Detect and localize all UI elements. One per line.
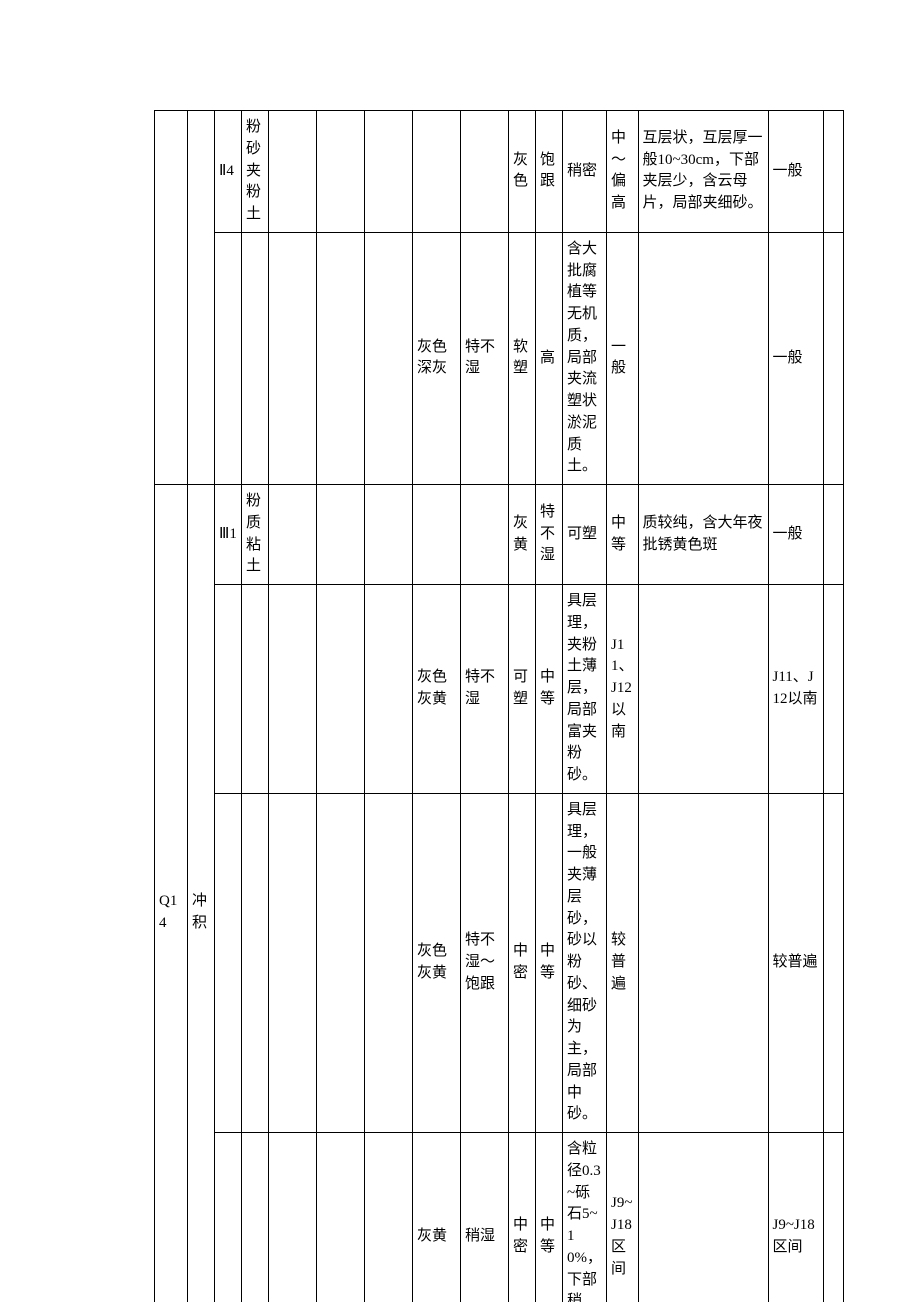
- table-cell: J11、J12以南: [768, 585, 823, 794]
- table-cell: 中等: [607, 485, 639, 585]
- table-cell: Ⅲ1: [215, 485, 242, 585]
- table-cell: 中等: [536, 1133, 563, 1302]
- table-cell: [823, 1133, 843, 1302]
- table-cell: Ⅱ4: [215, 111, 242, 233]
- table-cell: [242, 793, 269, 1132]
- table-cell: [269, 793, 317, 1132]
- table-cell: [823, 232, 843, 484]
- table-cell: 含粒径0.3~砾石5~10%，下部稍多。: [563, 1133, 607, 1302]
- table-cell: [269, 485, 317, 585]
- table-cell: [413, 485, 461, 585]
- table-cell: 粉质粘土: [242, 485, 269, 585]
- table-cell: [242, 585, 269, 794]
- table-row: 灰黄稍湿中密中等含粒径0.3~砾石5~10%，下部稍多。J9~J18区间J9~J…: [155, 1133, 844, 1302]
- table-cell: [269, 585, 317, 794]
- table-row: 灰色灰黄特不湿～饱跟中密中等具层理，一般夹薄层砂，砂以粉砂、细砂为主，局部中砂。…: [155, 793, 844, 1132]
- table-cell: [365, 1133, 413, 1302]
- table-cell: [823, 111, 843, 233]
- table-cell: [638, 232, 768, 484]
- table-cell: [317, 1133, 365, 1302]
- table-cell: [317, 585, 365, 794]
- table-cell: 稍密: [563, 111, 607, 233]
- table-cell: 中等: [536, 585, 563, 794]
- table-cell: 中密: [509, 1133, 536, 1302]
- table-cell: J9~J18区间: [768, 1133, 823, 1302]
- table-cell: 特不湿: [461, 232, 509, 484]
- table-cell: 较普遍: [768, 793, 823, 1132]
- table-cell: 可塑: [563, 485, 607, 585]
- table-cell: 灰色深灰: [413, 232, 461, 484]
- table-cell: [215, 585, 242, 794]
- table-cell: 特不湿～饱跟: [461, 793, 509, 1132]
- table-cell: [155, 111, 188, 485]
- table-cell: [317, 485, 365, 585]
- table-row: Q14冲积Ⅲ1粉质粘土灰黄特不湿可塑中等质较纯，含大年夜批锈黄色斑一般: [155, 485, 844, 585]
- table-cell: 具层理，夹粉土薄层，局部富夹粉砂。: [563, 585, 607, 794]
- table-cell: 高: [536, 232, 563, 484]
- table-cell: [242, 1133, 269, 1302]
- table-cell: 饱跟: [536, 111, 563, 233]
- table-cell: [365, 793, 413, 1132]
- table-cell: [317, 793, 365, 1132]
- table-cell: [269, 1133, 317, 1302]
- table-cell: 一般: [607, 232, 639, 484]
- table-cell: [823, 585, 843, 794]
- table-cell: [365, 485, 413, 585]
- table-cell: 中～偏高: [607, 111, 639, 233]
- table-cell: 稍湿: [461, 1133, 509, 1302]
- table-cell: [215, 1133, 242, 1302]
- table-cell: [365, 585, 413, 794]
- table-cell: 特不湿: [536, 485, 563, 585]
- table-cell: 一般: [768, 232, 823, 484]
- table-cell: 灰色灰黄: [413, 585, 461, 794]
- table-cell: 软塑: [509, 232, 536, 484]
- table-cell: [215, 793, 242, 1132]
- table-cell: 一般: [768, 485, 823, 585]
- table-cell: 粉砂夹粉土: [242, 111, 269, 233]
- table-cell: Q14: [155, 485, 188, 1302]
- table-cell: [638, 585, 768, 794]
- table-cell: [188, 111, 215, 485]
- table-cell: J11、J12以南: [607, 585, 639, 794]
- table-row: 灰色深灰特不湿软塑高含大批腐植等无机质，局部夹流塑状淤泥质土。一般一般: [155, 232, 844, 484]
- table-cell: 特不湿: [461, 585, 509, 794]
- table-cell: [638, 793, 768, 1132]
- table-cell: [365, 232, 413, 484]
- table-cell: [823, 485, 843, 585]
- table-cell: 灰色: [509, 111, 536, 233]
- table-cell: J9~J18区间: [607, 1133, 639, 1302]
- table-cell: [317, 111, 365, 233]
- table-cell: [461, 111, 509, 233]
- table-row: Ⅱ4粉砂夹粉土 灰色饱跟稍密中～偏高互层状，互层厚一般10~30cm，下部夹层少，…: [155, 111, 844, 233]
- page: Ⅱ4粉砂夹粉土 灰色饱跟稍密中～偏高互层状，互层厚一般10~30cm，下部夹层少，…: [0, 0, 920, 1302]
- table-cell: [215, 232, 242, 484]
- table-cell: [461, 485, 509, 585]
- table-cell: 较普遍: [607, 793, 639, 1132]
- table-cell: 含大批腐植等无机质，局部夹流塑状淤泥质土。: [563, 232, 607, 484]
- table-cell: [823, 793, 843, 1132]
- table-cell: 互层状，互层厚一般10~30cm，下部夹层少，含云母片，局部夹细砂。: [638, 111, 768, 233]
- table-cell: [365, 111, 413, 233]
- table-cell: [242, 232, 269, 484]
- table-cell: 一般: [768, 111, 823, 233]
- table-cell: 灰黄: [509, 485, 536, 585]
- table-cell: 冲积: [188, 485, 215, 1302]
- table-cell: [269, 232, 317, 484]
- table-cell: [638, 1133, 768, 1302]
- table-cell: 可塑: [509, 585, 536, 794]
- table-cell: 中密: [509, 793, 536, 1132]
- geology-table: Ⅱ4粉砂夹粉土 灰色饱跟稍密中～偏高互层状，互层厚一般10~30cm，下部夹层少，…: [154, 110, 844, 1302]
- table-row: 灰色灰黄特不湿可塑中等具层理，夹粉土薄层，局部富夹粉砂。J11、J12以南J11…: [155, 585, 844, 794]
- table-cell: 灰色灰黄: [413, 793, 461, 1132]
- table-cell: 质较纯，含大年夜批锈黄色斑: [638, 485, 768, 585]
- table-cell: 灰黄: [413, 1133, 461, 1302]
- table-cell: 具层理，一般夹薄层砂，砂以粉砂、细砂为主，局部中砂。: [563, 793, 607, 1132]
- table-cell: [317, 232, 365, 484]
- table-cell: [269, 111, 317, 233]
- table-cell: 中等: [536, 793, 563, 1132]
- table-cell: [413, 111, 461, 233]
